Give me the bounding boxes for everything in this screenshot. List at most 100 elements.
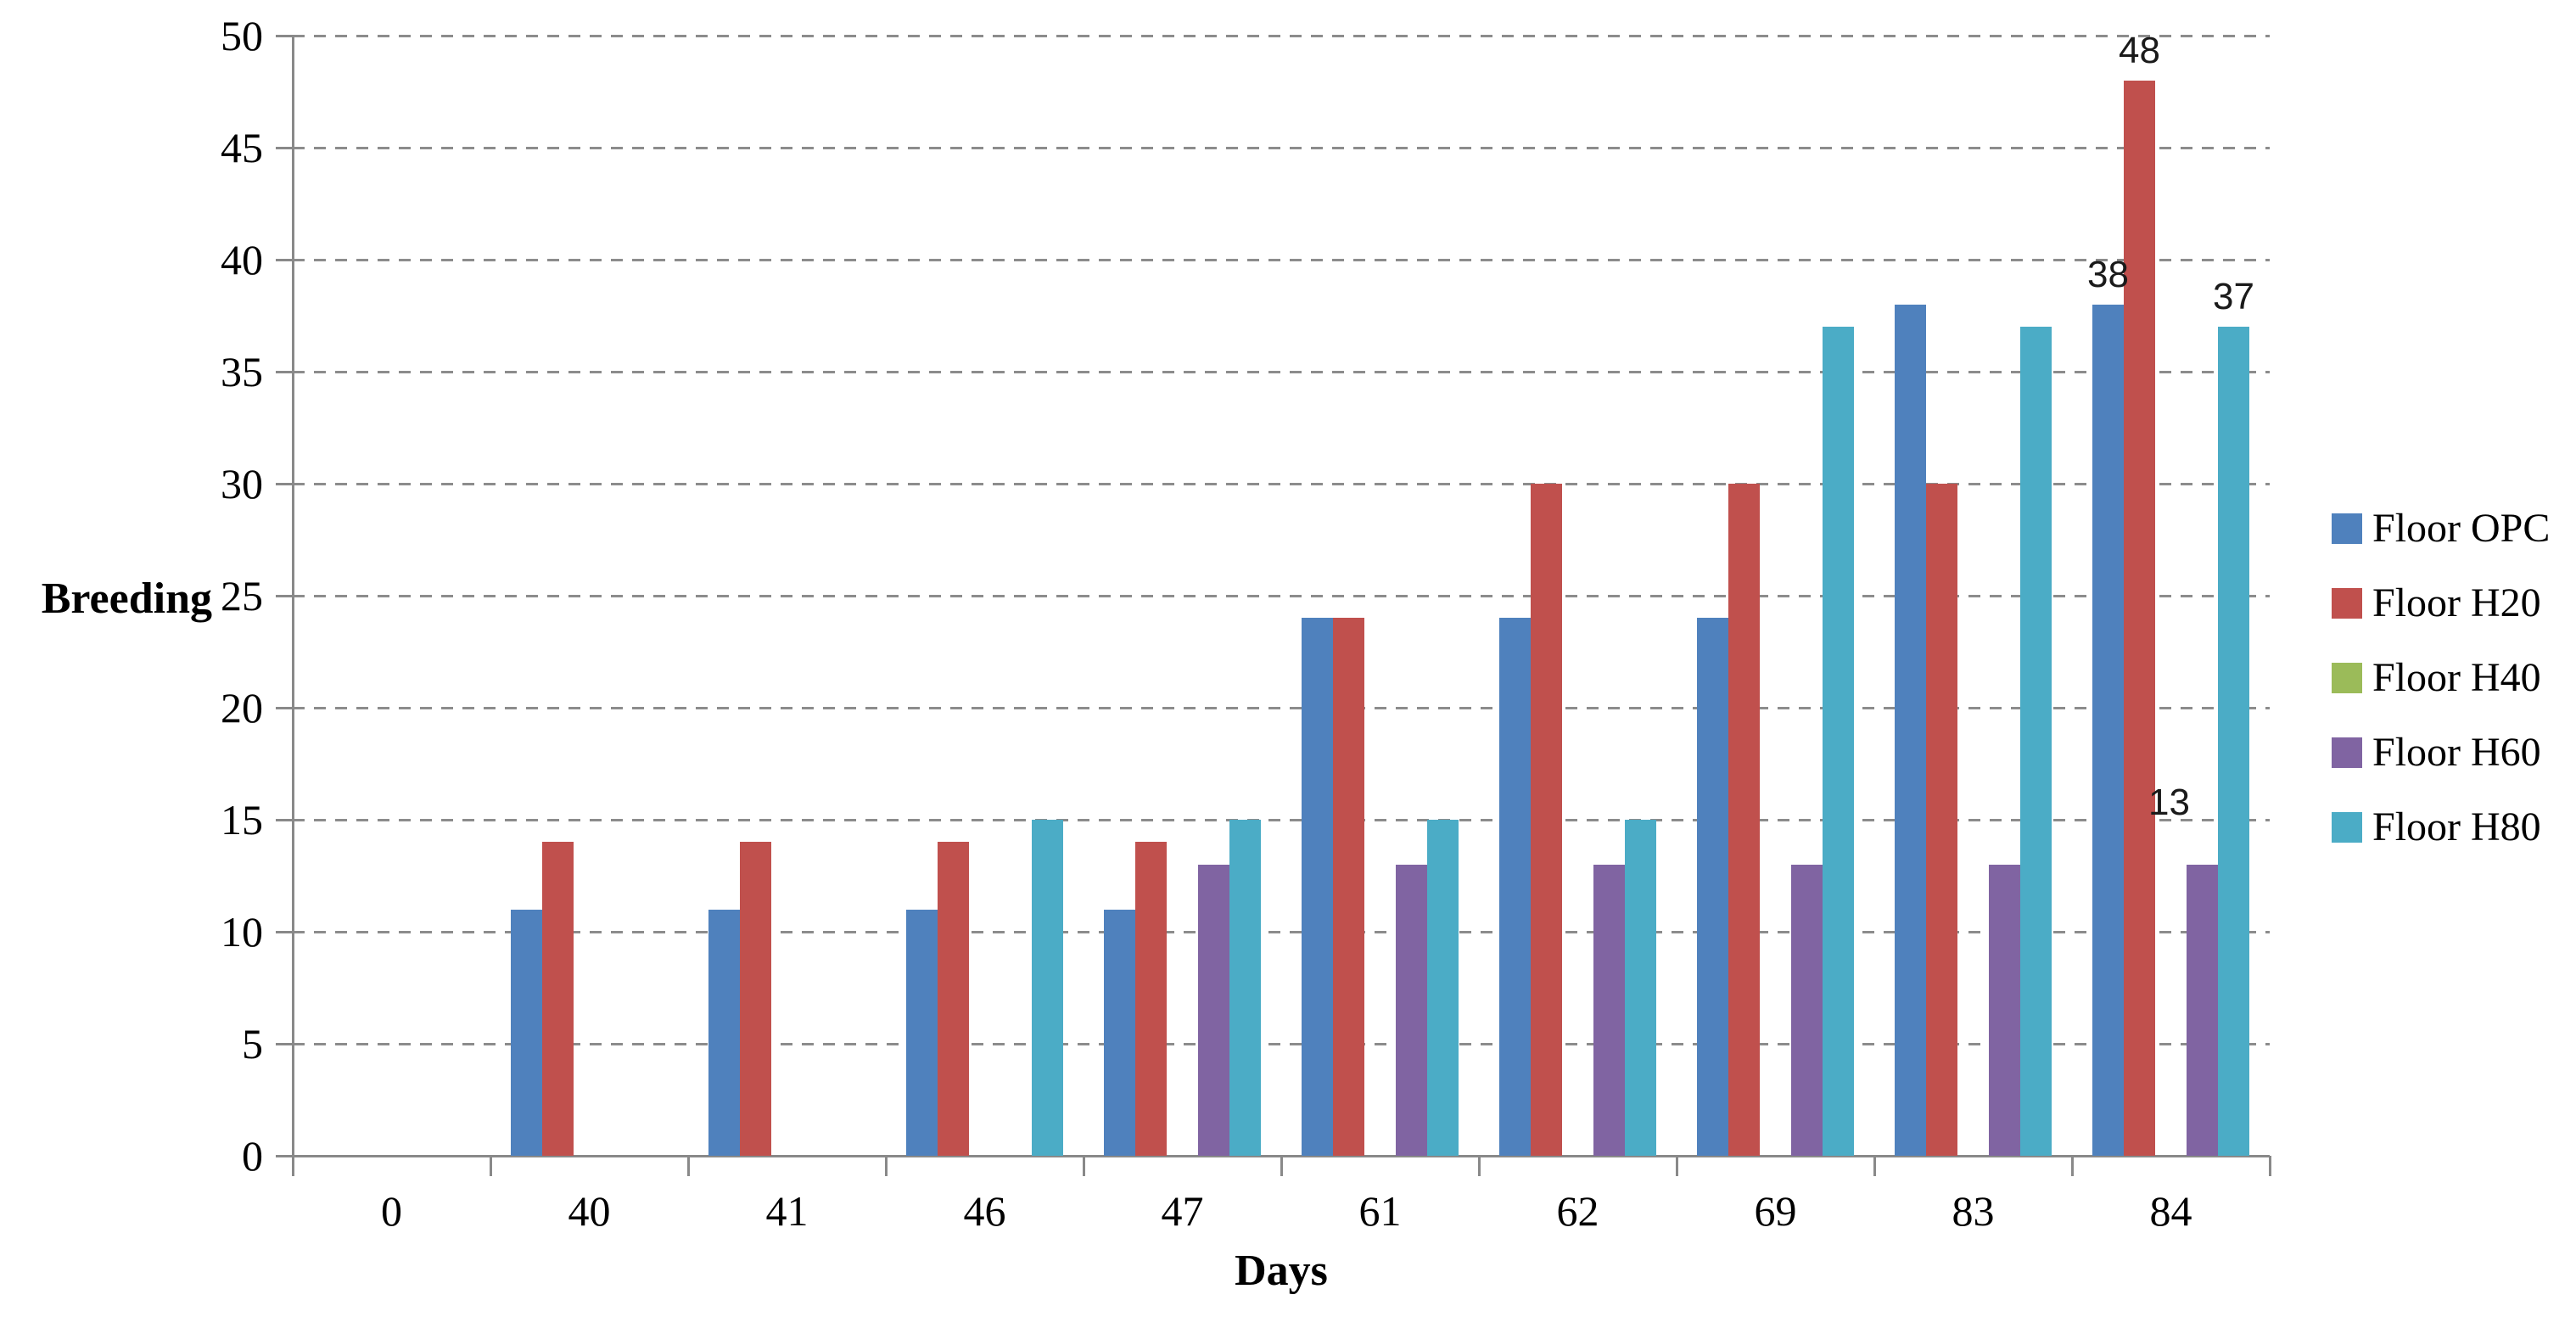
bar-floor-opc-46 (906, 909, 938, 1156)
gridline-35 (293, 371, 2270, 373)
x-tick-label: 41 (765, 1187, 809, 1235)
legend-label: Floor H80 (2372, 804, 2541, 849)
gridline-30 (293, 483, 2270, 485)
x-tick-label: 40 (568, 1187, 611, 1235)
legend-item-floor-opc: Floor OPC (2332, 502, 2550, 555)
y-tick-label: 15 (221, 796, 263, 843)
x-axis-tick (687, 1156, 690, 1176)
y-tick-label: 25 (221, 572, 263, 619)
x-axis-tick (1478, 1156, 1481, 1176)
y-axis-tick (276, 819, 294, 821)
y-tick-label: 50 (221, 12, 263, 59)
gridline-45 (293, 147, 2270, 149)
bar-floor-h20-69 (1728, 484, 1760, 1156)
bar-floor-h80-83 (2020, 327, 2052, 1156)
bar-floor-opc-41 (708, 909, 740, 1156)
legend-swatch-icon (2332, 588, 2362, 619)
x-axis-tick (1676, 1156, 1678, 1176)
y-axis-title: Breeding (41, 574, 212, 623)
y-tick-label: 20 (221, 684, 263, 731)
y-axis-tick (276, 147, 294, 149)
legend-swatch-icon (2332, 513, 2362, 544)
y-tick-label: 45 (221, 124, 263, 171)
y-tick-label: 10 (221, 908, 263, 956)
bar-floor-h60-62 (1593, 864, 1625, 1156)
gridline-20 (293, 707, 2270, 709)
bar-floor-opc-83 (1895, 304, 1926, 1156)
legend-item-floor-h80: Floor H80 (2332, 801, 2541, 854)
y-axis-tick (276, 1043, 294, 1045)
x-axis-tick (1083, 1156, 1085, 1176)
y-tick-label: 30 (221, 460, 263, 507)
bar-floor-h60-83 (1989, 864, 2020, 1156)
y-axis-tick (276, 35, 294, 37)
bar-floor-h80-47 (1229, 820, 1261, 1156)
gridline-50 (293, 35, 2270, 37)
x-axis-tick (885, 1156, 888, 1176)
x-axis-tick (2269, 1156, 2271, 1176)
legend-item-floor-h20: Floor H20 (2332, 577, 2541, 630)
y-tick-label: 5 (242, 1020, 263, 1068)
x-axis-tick (490, 1156, 492, 1176)
bar-floor-h20-83 (1926, 484, 1957, 1156)
y-axis-tick (276, 595, 294, 597)
y-axis-tick (276, 707, 294, 709)
data-label-13: 13 (2148, 781, 2190, 823)
legend-label: Floor H40 (2372, 655, 2541, 700)
bar-floor-h20-62 (1531, 484, 1562, 1156)
x-axis-title: Days (1235, 1247, 1328, 1295)
bar-floor-h20-47 (1135, 842, 1167, 1156)
gridline-40 (293, 259, 2270, 261)
x-tick-label: 69 (1754, 1187, 1797, 1235)
x-tick-label: 0 (381, 1187, 402, 1235)
x-axis-tick (1280, 1156, 1283, 1176)
x-tick-label: 84 (2149, 1187, 2192, 1235)
x-axis-line (276, 1155, 2270, 1157)
bar-floor-opc-84 (2092, 304, 2124, 1156)
bar-floor-opc-62 (1499, 618, 1531, 1156)
bar-floor-h80-62 (1625, 820, 1656, 1156)
bar-floor-h80-69 (1823, 327, 1854, 1156)
y-tick-label: 40 (221, 236, 263, 283)
data-label-48: 48 (2119, 29, 2160, 71)
legend-swatch-icon (2332, 737, 2362, 768)
bar-floor-h20-61 (1333, 618, 1364, 1156)
x-tick-label: 47 (1161, 1187, 1204, 1235)
bar-floor-opc-47 (1104, 909, 1135, 1156)
x-tick-label: 61 (1358, 1187, 1402, 1235)
bar-floor-h20-40 (542, 842, 574, 1156)
x-axis-tick (1873, 1156, 1876, 1176)
bar-floor-h60-69 (1791, 864, 1823, 1156)
legend-item-floor-h40: Floor H40 (2332, 652, 2541, 704)
legend-item-floor-h60: Floor H60 (2332, 726, 2541, 779)
y-tick-label: 0 (242, 1132, 263, 1180)
legend-swatch-icon (2332, 663, 2362, 693)
bar-floor-h20-41 (740, 842, 771, 1156)
bar-floor-h60-84 (2187, 864, 2218, 1156)
bar-floor-h60-61 (1396, 864, 1427, 1156)
data-label-38: 38 (2087, 253, 2129, 295)
y-axis-tick (276, 259, 294, 261)
y-tick-label: 35 (221, 348, 263, 395)
bar-floor-opc-61 (1302, 618, 1333, 1156)
bar-floor-h20-46 (938, 842, 969, 1156)
y-axis-tick (276, 371, 294, 373)
bar-floor-h80-84 (2218, 327, 2249, 1156)
bar-floor-h20-84 (2124, 80, 2155, 1156)
x-axis-tick (292, 1156, 294, 1176)
bar-floor-opc-40 (511, 909, 542, 1156)
x-tick-label: 46 (963, 1187, 1006, 1235)
gridline-15 (293, 819, 2270, 821)
y-axis-tick (276, 931, 294, 933)
bar-floor-h80-46 (1032, 820, 1063, 1156)
gridline-10 (293, 931, 2270, 933)
data-label-37: 37 (2213, 276, 2254, 318)
x-axis-tick (2071, 1156, 2074, 1176)
x-tick-label: 62 (1556, 1187, 1599, 1235)
legend-label: Floor H60 (2372, 730, 2541, 775)
legend-label: Floor H20 (2372, 580, 2541, 625)
x-tick-label: 83 (1952, 1187, 1995, 1235)
gridline-5 (293, 1043, 2270, 1045)
legend-label: Floor OPC (2372, 506, 2551, 551)
